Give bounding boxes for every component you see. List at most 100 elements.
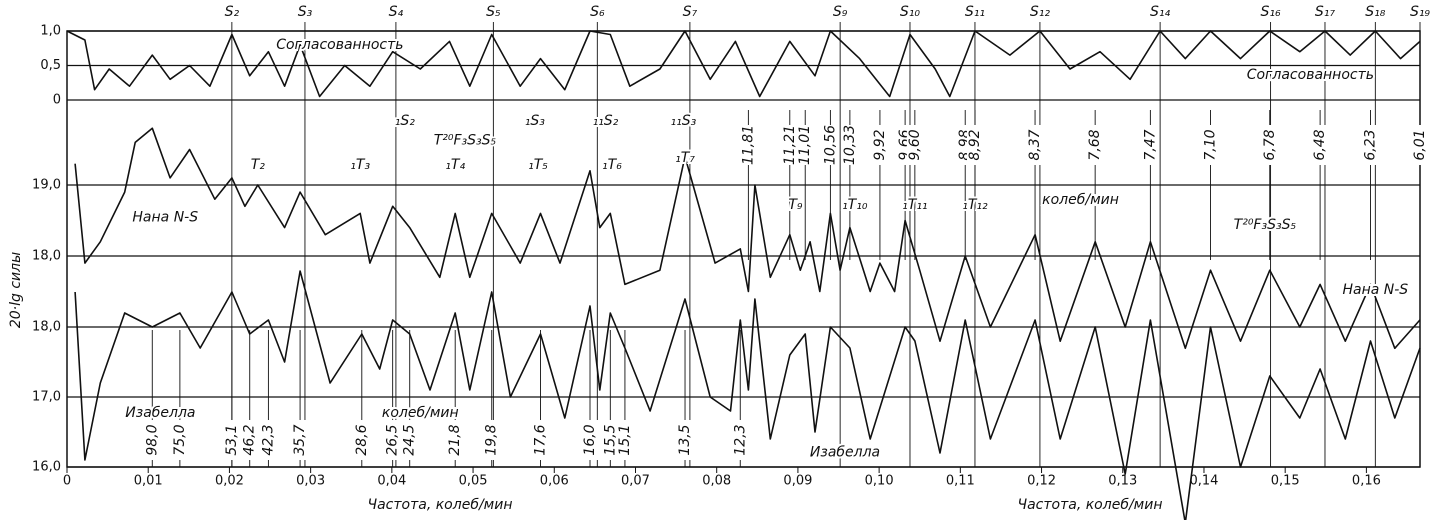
- period-label: 11,01: [797, 125, 813, 165]
- s-label: S₁₀: [900, 4, 920, 20]
- period-label-bg: [602, 420, 619, 460]
- x-tick-label: 0,14: [1189, 474, 1218, 489]
- x-tick-label: 0,02: [215, 474, 244, 489]
- period-label: 6,78: [1262, 129, 1278, 160]
- period-label: 12,3: [732, 424, 748, 455]
- annotation: ₁T₆: [602, 157, 622, 173]
- s-label: S₁₆: [1261, 4, 1281, 20]
- y-tick-label: 19,0: [32, 178, 61, 193]
- annotation: ₁T₁₂: [962, 197, 988, 213]
- x-axis-label: Частота, колеб/мин: [1018, 497, 1163, 513]
- x-tick-label: 0,10: [865, 474, 894, 489]
- period-label: 7,68: [1087, 129, 1103, 160]
- s-label: S₂: [225, 4, 240, 20]
- period-label-bg: [677, 420, 694, 460]
- s-label: S₁₂: [1030, 4, 1050, 20]
- period-label-bg: [1261, 125, 1278, 165]
- annotation: ₁T₁₁: [902, 197, 927, 213]
- data-line: [74, 270, 1421, 520]
- period-label: 10,33: [842, 125, 858, 165]
- period-label: 46,2: [242, 424, 258, 455]
- s-label: S₁₈: [1365, 4, 1385, 20]
- frame: [66, 30, 1421, 468]
- period-label: 19,8: [484, 424, 500, 455]
- period-label-bg: [223, 420, 240, 460]
- data-line: [66, 30, 1421, 98]
- annotation: Изабелла: [125, 405, 195, 421]
- s-label: S₄: [389, 4, 404, 20]
- annotation: Согласованность: [276, 37, 403, 53]
- period-label-bg: [582, 420, 599, 460]
- period-label: 17,6: [532, 424, 548, 455]
- period-label: 13,5: [677, 424, 693, 455]
- period-label: 28,6: [354, 424, 370, 455]
- period-label: 21,8: [447, 424, 463, 455]
- annotation: ₁T₃: [350, 157, 370, 173]
- period-label-bg: [1142, 125, 1159, 165]
- annotation: колеб/мин: [382, 405, 459, 421]
- annotation: ₁₁S₃: [671, 113, 697, 129]
- x-tick-label: 0,11: [946, 474, 975, 489]
- period-label-bg: [171, 420, 188, 460]
- annotation: ₁T₇: [675, 150, 695, 166]
- annotation: колеб/мин: [1042, 192, 1119, 208]
- period-label: 53,1: [224, 424, 240, 455]
- y-tick-label: 0: [53, 93, 61, 108]
- s-label: S₁₇: [1315, 4, 1335, 20]
- period-label-bg: [906, 125, 923, 165]
- annotation: T₂: [251, 157, 266, 173]
- x-tick-label: 0,06: [540, 474, 569, 489]
- period-label-bg: [292, 420, 309, 460]
- period-label: 6,23: [1362, 129, 1378, 160]
- period-label-bg: [797, 125, 814, 165]
- period-label: 15,1: [617, 424, 633, 455]
- annotation: T²⁰F₃S₃S₅: [1234, 217, 1297, 233]
- period-label: 9,92: [872, 129, 888, 160]
- x-tick-label: 0,04: [377, 474, 406, 489]
- period-label-bg: [1087, 125, 1104, 165]
- s-label: S₇: [683, 4, 698, 20]
- period-label-bg: [353, 420, 370, 460]
- annotation: ₁T₄: [445, 157, 465, 173]
- period-label: 15,5: [602, 424, 618, 455]
- x-tick-label: 0,12: [1027, 474, 1056, 489]
- period-label-bg: [447, 420, 464, 460]
- annotation: Нана N-S: [132, 210, 198, 226]
- period-label: 16,0: [582, 424, 598, 455]
- annotation: ₁S₃: [525, 113, 545, 129]
- annotation: ₁₁S₂: [593, 113, 619, 129]
- period-label-bg: [732, 420, 749, 460]
- y-axis-label: 20·lg силы: [8, 252, 24, 328]
- annotation: ₁T₅: [528, 157, 548, 173]
- period-label: 35,7: [292, 424, 308, 455]
- x-tick-label: 0,13: [1108, 474, 1137, 489]
- period-label-bg: [241, 420, 258, 460]
- y-tick-label: 18,0: [32, 249, 61, 264]
- period-label: 7,10: [1202, 129, 1218, 160]
- x-tick-label: 0,01: [134, 474, 163, 489]
- s-label: S₃: [298, 4, 313, 20]
- s-label: S₁₉: [1410, 4, 1430, 20]
- x-tick-label: 0,08: [702, 474, 731, 489]
- annotation: T²⁰F₃S₃S₅: [434, 132, 497, 148]
- period-label-bg: [483, 420, 500, 460]
- y-tick-label: 0,5: [40, 58, 61, 73]
- period-label-bg: [781, 125, 798, 165]
- x-tick-label: 0,15: [1271, 474, 1300, 489]
- period-label-bg: [740, 125, 757, 165]
- y-tick-label: 1,0: [40, 24, 61, 39]
- y-tick-label: 17,0: [32, 390, 61, 405]
- period-label: 6,01: [1412, 129, 1428, 160]
- period-label-bg: [532, 420, 549, 460]
- y-tick-label: 16,0: [32, 460, 61, 475]
- period-label-bg: [144, 420, 161, 460]
- period-label-bg: [841, 125, 858, 165]
- period-label: 9,60: [907, 129, 923, 160]
- s-label: S₅: [486, 4, 501, 20]
- period-label: 10,56: [822, 125, 838, 165]
- s-label: S₉: [833, 4, 848, 20]
- x-tick-label: 0,09: [783, 474, 812, 489]
- annotation: Изабелла: [810, 444, 880, 460]
- x-tick-label: 0,07: [621, 474, 650, 489]
